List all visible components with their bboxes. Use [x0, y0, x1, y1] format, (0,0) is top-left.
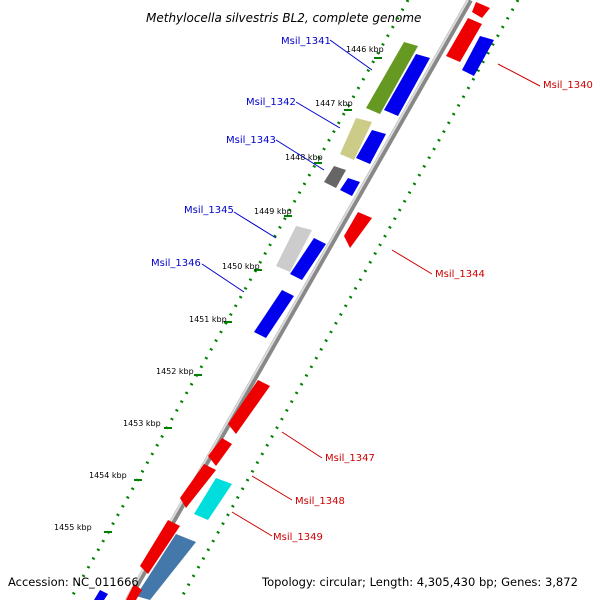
kbp-tick-label: 1449 kbp [254, 207, 292, 216]
gene-label-msil-1340[interactable]: Msil_1340 [543, 80, 593, 91]
gene-bottom-steelblue[interactable] [136, 534, 196, 600]
leader-msil-1341 [329, 39, 373, 71]
leader-msil-1348 [251, 475, 293, 501]
forward-strand-genes [94, 36, 494, 600]
gene-msil-1342-khaki[interactable] [340, 118, 372, 160]
gene-label-msil-1349[interactable]: Msil_1349 [273, 532, 323, 543]
feature-genes [136, 42, 418, 600]
reverse-strand-genes [126, 2, 490, 600]
gene-label-msil-1341[interactable]: Msil_1341 [281, 36, 331, 47]
inner-tick-track [68, 0, 410, 600]
gene-msil-1347-red[interactable] [228, 380, 270, 434]
gene-msil-1348-red[interactable] [180, 464, 216, 508]
leader-msil-1342 [295, 101, 341, 129]
kbp-tick-label: 1450 kbp [222, 262, 260, 271]
leader-msil-1340 [497, 63, 541, 87]
genome-backbone-highlight [125, 0, 469, 600]
leader-msil-1347 [281, 431, 323, 459]
gene-msil-1345-gray[interactable] [276, 226, 312, 272]
gene-bottom-red[interactable] [140, 520, 180, 574]
leader-msil-1345 [233, 211, 277, 239]
gene-msil-1340-red-top[interactable] [472, 2, 490, 18]
gene-msil-1349-cyan[interactable] [194, 478, 232, 520]
gene-labels: Msil_1341 Msil_1342 Msil_1343 Msil_1345 … [151, 36, 593, 543]
kbp-tick-label: 1453 kbp [123, 419, 161, 428]
gene-label-msil-1346[interactable]: Msil_1346 [151, 258, 201, 269]
gene-msil-1343-blue[interactable] [356, 130, 386, 164]
kbp-tick-label: 1452 kbp [156, 367, 194, 376]
leader-msil-1343 [275, 139, 325, 171]
kbp-tick-label: 1446 kbp [346, 45, 384, 54]
leader-msil-1344 [391, 249, 433, 275]
gene-label-msil-1347[interactable]: Msil_1347 [325, 453, 375, 464]
gene-bottom-blue[interactable] [94, 590, 108, 600]
kbp-tick-label: 1451 kbp [189, 315, 227, 324]
genome-title: Methylocella silvestris BL2, complete ge… [146, 11, 421, 25]
kbp-tick-label: 1447 kbp [315, 99, 353, 108]
gene-msil-1346-b[interactable] [254, 290, 294, 338]
gene-msil-1344-red[interactable] [344, 212, 372, 248]
gene-msil-1340-red[interactable] [446, 18, 482, 62]
gene-msil-1341-blue[interactable] [384, 54, 430, 116]
outer-tick-track [178, 0, 520, 600]
gene-label-msil-1344[interactable]: Msil_1344 [435, 269, 485, 280]
gene-msil-1347b-red[interactable] [208, 438, 232, 466]
gene-label-msil-1342[interactable]: Msil_1342 [246, 97, 296, 108]
gene-bottom-red-2[interactable] [126, 584, 142, 600]
gene-msil-1343-small[interactable] [340, 178, 360, 196]
leader-msil-1349 [231, 511, 273, 537]
gene-msil-1346-blue[interactable] [290, 238, 326, 280]
label-leaders [201, 39, 541, 537]
gene-msil-1340-blue[interactable] [462, 36, 494, 76]
gene-msil-1341-green[interactable] [366, 42, 418, 114]
kbp-tick-label: 1454 kbp [89, 471, 127, 480]
genome-backbone [125, 0, 473, 600]
gene-label-msil-1348[interactable]: Msil_1348 [295, 496, 345, 507]
gene-msil-1343-gray[interactable] [324, 166, 346, 188]
gene-label-msil-1343[interactable]: Msil_1343 [226, 135, 276, 146]
kbp-tick-label: 1455 kbp [54, 523, 92, 532]
leader-msil-1346 [201, 263, 245, 293]
gene-label-msil-1345[interactable]: Msil_1345 [184, 205, 234, 216]
accession-text: Accession: NC_011666 [8, 575, 139, 589]
genome-summary-text: Topology: circular; Length: 4,305,430 bp… [261, 575, 578, 589]
